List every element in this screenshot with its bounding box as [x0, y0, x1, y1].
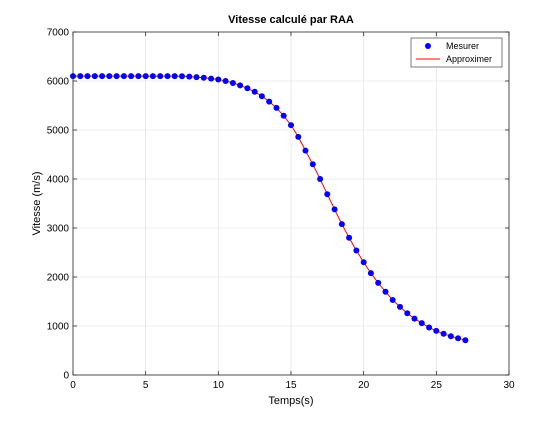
data-point-mesurer — [367, 270, 374, 277]
data-point-mesurer — [77, 73, 84, 80]
legend-label-mesurer: Mesurer — [446, 41, 479, 51]
data-point-mesurer — [142, 73, 149, 80]
data-point-mesurer — [280, 112, 287, 119]
series-layer — [70, 73, 469, 344]
data-point-mesurer — [440, 330, 447, 337]
axis-ticks: 0 5 10 15 20 25 30 0 1000 2000 3000 4000 5000 6000 700… — [47, 28, 515, 392]
data-point-mesurer — [186, 73, 193, 80]
data-point-mesurer — [375, 279, 382, 286]
data-point-mesurer — [229, 80, 236, 86]
data-point-mesurer — [411, 315, 418, 322]
data-point-mesurer — [447, 333, 454, 340]
data-point-mesurer — [120, 73, 127, 80]
legend-box — [410, 37, 503, 68]
data-point-mesurer — [251, 88, 258, 95]
data-point-mesurer — [200, 74, 207, 81]
data-point-mesurer — [324, 191, 331, 198]
data-point-mesurer — [171, 73, 178, 80]
data-point-mesurer — [157, 73, 164, 80]
data-point-mesurer — [346, 234, 353, 241]
legend-marker-mesurer — [425, 43, 431, 49]
y-tick-label: 3000 — [47, 224, 70, 235]
y-axis-label: Vitesse (m/s) — [31, 172, 43, 236]
legend: Mesurer Approximer — [410, 37, 503, 68]
y-tick-label: 2000 — [47, 273, 70, 284]
data-point-mesurer — [106, 73, 113, 80]
data-point-mesurer — [135, 73, 142, 80]
data-point-mesurer — [208, 75, 215, 82]
data-point-mesurer — [91, 73, 98, 80]
data-point-mesurer — [353, 247, 360, 254]
y-tick-label: 6000 — [47, 77, 70, 88]
x-tick-label: 10 — [213, 380, 225, 391]
x-tick-label: 20 — [358, 380, 370, 391]
y-tick-label: 5000 — [47, 126, 70, 137]
data-point-mesurer — [426, 324, 433, 331]
data-point-mesurer — [273, 104, 280, 111]
y-tick-label: 0 — [63, 371, 69, 382]
data-point-mesurer — [433, 327, 440, 334]
y-tick-label: 1000 — [47, 322, 70, 333]
data-point-mesurer — [295, 133, 302, 140]
x-tick-label: 15 — [285, 380, 297, 391]
data-point-mesurer — [128, 73, 135, 80]
data-point-mesurer — [309, 161, 316, 168]
data-point-mesurer — [404, 310, 411, 317]
data-point-mesurer — [215, 76, 222, 83]
y-tick-label: 4000 — [47, 175, 70, 186]
data-point-mesurer — [164, 73, 171, 80]
data-point-mesurer — [288, 122, 294, 129]
data-point-mesurer — [244, 85, 251, 92]
data-point-mesurer — [389, 297, 396, 303]
data-point-mesurer — [302, 147, 309, 154]
data-point-mesurer — [455, 335, 462, 342]
data-point-mesurer — [418, 320, 425, 327]
data-point-mesurer — [99, 73, 106, 80]
y-tick-label: 7000 — [47, 28, 70, 39]
x-tick-label: 25 — [431, 380, 443, 391]
data-point-mesurer — [179, 73, 185, 80]
data-point-mesurer — [338, 221, 345, 228]
x-tick-label: 0 — [70, 380, 76, 391]
data-point-mesurer — [237, 82, 244, 89]
data-point-mesurer — [266, 98, 273, 105]
data-point-mesurer — [149, 73, 156, 80]
chart-title: Vitesse calculé par RAA — [228, 14, 354, 26]
data-point-mesurer — [113, 73, 120, 80]
x-tick-label: 30 — [503, 380, 515, 391]
data-point-mesurer — [193, 74, 200, 81]
legend-label-approximer: Approximer — [446, 54, 492, 64]
data-point-mesurer — [258, 93, 265, 100]
data-point-mesurer — [360, 259, 367, 266]
data-point-mesurer — [462, 337, 469, 344]
data-point-mesurer — [317, 176, 324, 182]
data-point-mesurer — [84, 73, 91, 80]
data-point-mesurer — [222, 78, 229, 84]
data-point-mesurer — [382, 288, 389, 295]
data-point-mesurer — [397, 303, 403, 310]
data-point-mesurer — [331, 206, 338, 213]
x-axis-label: Temps(s) — [268, 395, 313, 407]
x-tick-label: 5 — [143, 380, 149, 391]
